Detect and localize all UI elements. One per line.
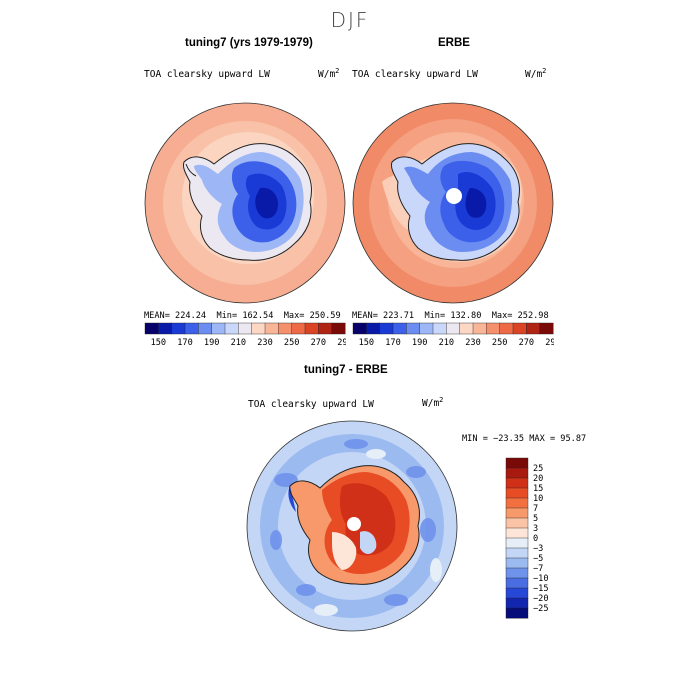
colorbar-difference-swatch	[505, 577, 529, 589]
figure-title: DJF	[330, 8, 370, 32]
colorbar-difference-swatch	[505, 597, 529, 609]
colorbar-model-swatch	[278, 322, 293, 335]
colorbar-obs-tick-label: 270	[519, 338, 535, 348]
colorbar-obs-swatch	[526, 322, 541, 335]
colorbar-obs-tick-label: 210	[439, 338, 455, 348]
colorbar-difference-tick-label: −3	[533, 544, 543, 554]
colorbar-difference-tick-label: 15	[533, 484, 543, 494]
colorbar-difference-swatch	[505, 457, 529, 469]
colorbar-obs-swatch	[539, 322, 554, 335]
colorbar-difference-tick-label: −5	[533, 554, 543, 564]
field-label-obs: TOA clearsky upward LW	[352, 69, 478, 80]
stats-model: MEAN= 224.24 Min= 162.54 Max= 250.59	[144, 311, 341, 321]
colorbar-obs-tick-label: 250	[492, 338, 508, 348]
colorbar-obs-swatch	[472, 322, 487, 335]
colorbar-obs-swatch	[432, 322, 447, 335]
colorbar-obs-swatch	[419, 322, 434, 335]
colorbar-model-swatch	[304, 322, 319, 335]
panel-title-obs: ERBE	[438, 37, 470, 49]
colorbar-difference-tick-label: 10	[533, 494, 543, 504]
colorbar-model-swatch	[144, 322, 159, 335]
colorbar-model-tick-label: 270	[311, 338, 327, 348]
colorbar-difference-tick-label: −10	[533, 574, 549, 584]
colorbar-difference-swatch	[505, 497, 529, 509]
colorbar-obs-swatch	[392, 322, 407, 335]
colorbar-model: 150 170 190 210 230 250 270 290	[144, 322, 346, 348]
colorbar-difference-swatch	[505, 517, 529, 529]
colorbar-difference-swatch	[505, 537, 529, 549]
colorbar-obs-tick-label: 290	[545, 338, 554, 348]
colorbar-difference-tick-label: 5	[533, 514, 538, 524]
colorbar-obs-swatch	[406, 322, 421, 335]
colorbar-model-tick-label: 230	[257, 338, 273, 348]
colorbar-difference-tick-label: 25	[533, 464, 543, 474]
colorbar-obs-swatch	[366, 322, 381, 335]
colorbar-difference-swatch	[505, 527, 529, 539]
colorbar-model-swatch	[198, 322, 213, 335]
units-label-obs: W/m2	[525, 67, 547, 81]
diff-field-label: TOA clearsky upward LW	[248, 399, 374, 410]
colorbar-model-tick-label: 150	[151, 338, 167, 348]
colorbar-difference-swatch	[505, 467, 529, 479]
colorbar-obs-swatch	[499, 322, 514, 335]
colorbar-obs-tick-label: 190	[412, 338, 428, 348]
colorbar-difference-tick-label: 0	[533, 534, 538, 544]
colorbar-obs-tick-label: 230	[465, 338, 481, 348]
colorbar-model-swatch	[184, 322, 199, 335]
colorbar-model-swatch	[264, 322, 279, 335]
colorbar-difference-swatch	[505, 477, 529, 489]
colorbar-difference-swatch	[505, 567, 529, 579]
colorbar-difference-swatch	[505, 547, 529, 559]
colorbar-difference-tick-label: 20	[533, 474, 543, 484]
map-model-south-polar	[144, 102, 346, 304]
colorbar-obs-swatch	[379, 322, 394, 335]
colorbar-model-swatch	[211, 322, 226, 335]
diff-minmax: MIN = −23.35 MAX = 95.87	[462, 434, 587, 444]
colorbar-model-swatch	[291, 322, 306, 335]
colorbar-difference-swatch	[505, 607, 529, 619]
colorbar-model-tick-label: 290	[337, 338, 346, 348]
colorbar-obs-swatch	[512, 322, 527, 335]
colorbar-obs: 150 170 190 210 230 250 270 290	[352, 322, 554, 348]
colorbar-obs-swatch	[446, 322, 461, 335]
map-difference-south-polar	[246, 420, 458, 632]
colorbar-model-swatch	[171, 322, 186, 335]
colorbar-difference-tick-label: −15	[533, 584, 549, 594]
panel-title-model: tuning7 (yrs 1979-1979)	[185, 37, 313, 49]
colorbar-model-swatch	[238, 322, 253, 335]
colorbar-difference-tick-label: 3	[533, 524, 538, 534]
colorbar-model-tick-label: 210	[231, 338, 247, 348]
colorbar-difference-tick-label: −25	[533, 604, 549, 614]
colorbar-model-tick-label: 170	[177, 338, 193, 348]
colorbar-model-tick-label: 250	[284, 338, 300, 348]
colorbar-difference-tick-label: −7	[533, 564, 543, 574]
colorbar-obs-swatch	[352, 322, 367, 335]
colorbar-obs-swatch	[486, 322, 501, 335]
colorbar-obs-tick-label: 170	[385, 338, 401, 348]
stats-obs: MEAN= 223.71 Min= 132.80 Max= 252.98	[352, 311, 549, 321]
colorbar-obs-tick-label: 150	[359, 338, 375, 348]
colorbar-difference-swatch	[505, 487, 529, 499]
colorbar-model-swatch	[318, 322, 333, 335]
map-obs-south-polar	[352, 102, 554, 304]
colorbar-difference-swatch	[505, 587, 529, 599]
colorbar-model-swatch	[224, 322, 239, 335]
colorbar-model-tick-label: 190	[204, 338, 220, 348]
colorbar-model-swatch	[158, 322, 173, 335]
colorbar-model-swatch	[251, 322, 266, 335]
units-label-model: W/m2	[318, 67, 340, 81]
field-label-model: TOA clearsky upward LW	[144, 69, 270, 80]
colorbar-difference-tick-label: −20	[533, 594, 549, 604]
diff-units-label: W/m2	[422, 396, 444, 410]
diff-panel-title: tuning7 - ERBE	[304, 364, 388, 376]
colorbar-obs-swatch	[459, 322, 474, 335]
colorbar-difference-tick-label: 7	[533, 504, 538, 514]
colorbar-difference-swatch	[505, 507, 529, 519]
colorbar-model-swatch	[331, 322, 346, 335]
colorbar-difference-swatch	[505, 557, 529, 569]
